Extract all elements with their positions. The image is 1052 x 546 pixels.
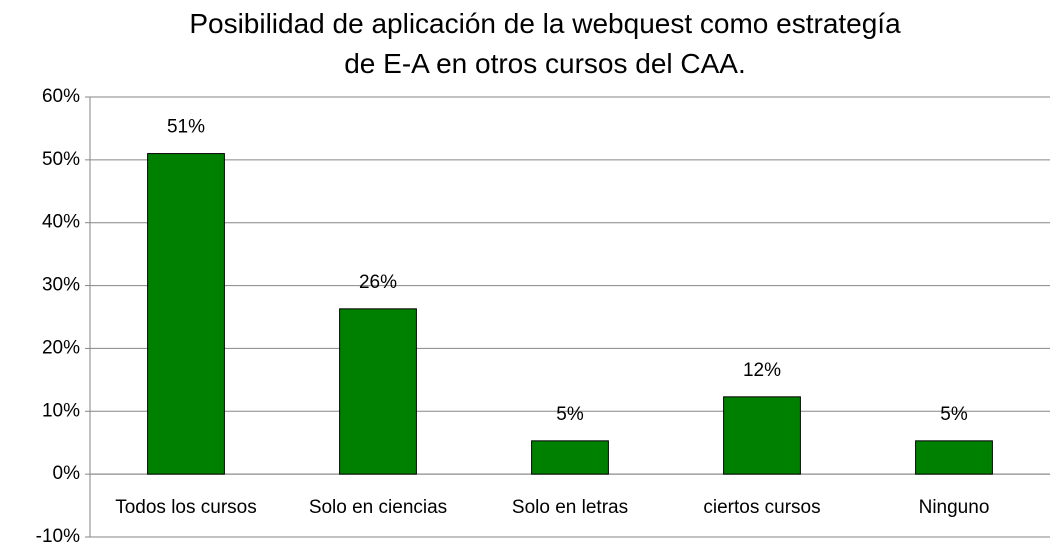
- y-tick-label: -10%: [36, 526, 80, 546]
- data-label: 51%: [167, 117, 205, 138]
- y-tick-label: 30%: [42, 275, 80, 296]
- data-label: 26%: [359, 272, 397, 293]
- y-tick-label: 20%: [42, 337, 80, 358]
- bar: [339, 308, 417, 475]
- y-tick-label: 0%: [53, 463, 81, 484]
- data-label: 5%: [556, 404, 584, 425]
- x-tick-label: Solo en letras: [512, 497, 628, 518]
- x-tick-label: Ninguno: [919, 497, 990, 518]
- data-label: 12%: [743, 360, 781, 381]
- y-tick-label: 10%: [42, 400, 80, 421]
- y-tick-label: 40%: [42, 212, 80, 233]
- bar: [915, 440, 993, 475]
- chart-title: Posibilidad de aplicación de la webquest…: [189, 8, 901, 79]
- y-tick-label: 50%: [42, 149, 80, 170]
- x-tick-label: ciertos cursos: [703, 497, 820, 518]
- data-label: 5%: [940, 404, 968, 425]
- x-tick-label: Todos los cursos: [115, 497, 257, 518]
- bar: [723, 396, 801, 475]
- bar: [147, 153, 225, 475]
- bar: [531, 440, 609, 475]
- y-tick-label: 60%: [42, 86, 80, 107]
- x-tick-label: Solo en ciencias: [309, 497, 447, 518]
